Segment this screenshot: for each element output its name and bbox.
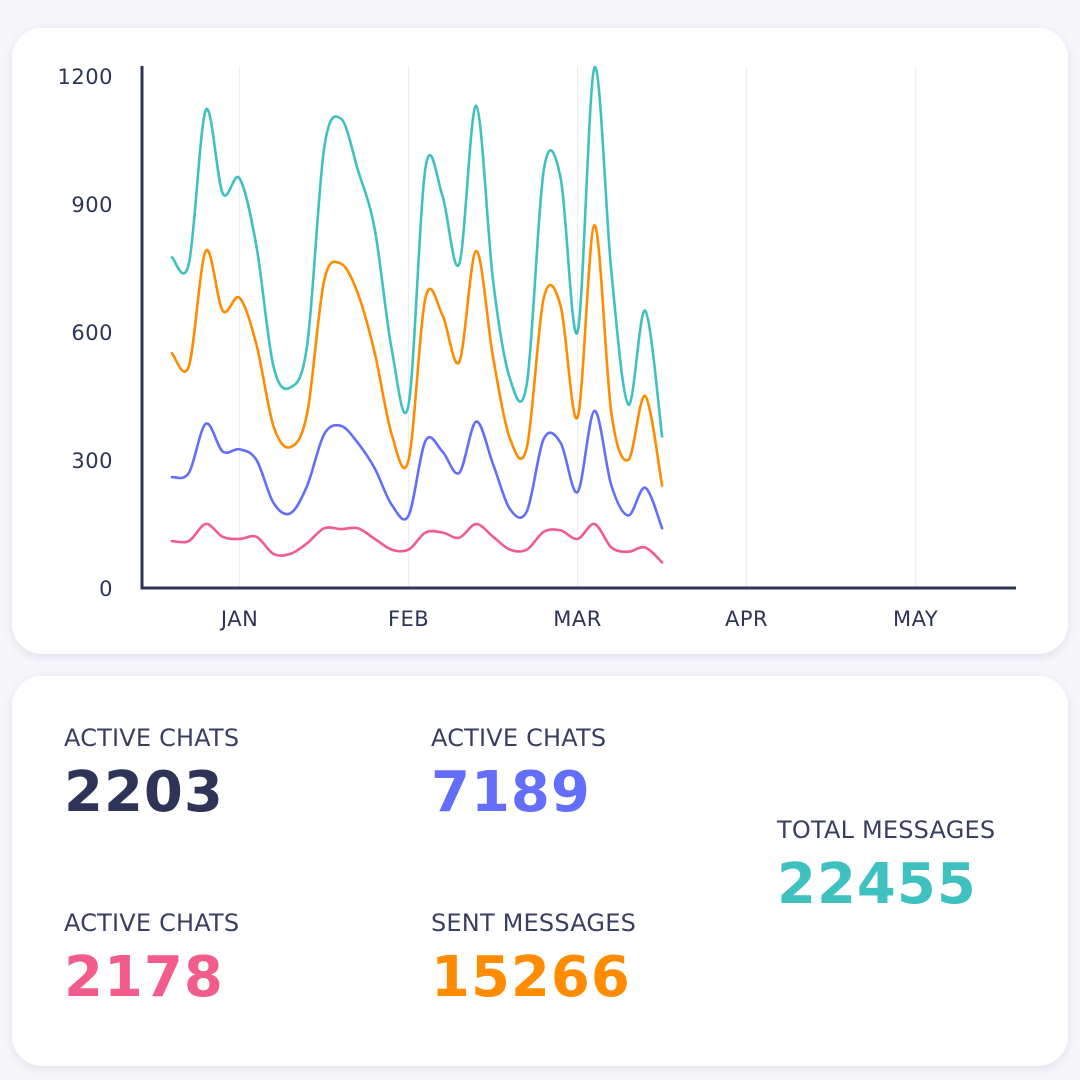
line-chart: 0 300 600 900 1200 JAN FEB MAR APR MAY <box>58 65 1016 631</box>
y-tick-label: 900 <box>71 193 113 217</box>
stat-label: SENT MESSAGES <box>431 909 637 937</box>
stat-label: ACTIVE CHATS <box>64 909 240 937</box>
stat-value: 2178 <box>64 945 224 1010</box>
y-tick-label: 300 <box>71 449 113 473</box>
stat-label: ACTIVE CHATS <box>64 724 240 752</box>
x-tick-label: MAY <box>893 607 938 631</box>
series-line-3 <box>170 409 664 530</box>
stat-active-chats-2: ACTIVE CHATS 7189 <box>431 724 606 825</box>
stats-card: ACTIVE CHATS 2203 ACTIVE CHATS 7189 ACTI… <box>12 676 1068 1066</box>
y-tick-labels: 0 300 600 900 1200 <box>58 65 113 601</box>
stat-label: TOTAL MESSAGES <box>777 816 996 844</box>
stat-value: 15266 <box>431 945 631 1010</box>
x-tick-label: JAN <box>219 607 258 631</box>
stat-label: ACTIVE CHATS <box>431 724 607 752</box>
series-lines <box>170 66 664 564</box>
y-tick-label: 0 <box>99 577 113 601</box>
axes <box>140 66 1016 590</box>
stat-active-chats-1: ACTIVE CHATS 2203 <box>64 724 239 825</box>
stat-value: 2203 <box>64 760 224 825</box>
series-line-4 <box>170 522 664 564</box>
x-tick-label: FEB <box>388 607 429 631</box>
x-tick-labels: JAN FEB MAR APR MAY <box>219 607 938 631</box>
x-tick-label: MAR <box>553 607 602 631</box>
y-tick-label: 1200 <box>58 65 113 89</box>
stat-total-messages: TOTAL MESSAGES 22455 <box>777 816 995 917</box>
stat-active-chats-3: ACTIVE CHATS 2178 <box>64 909 239 1010</box>
series-line-1 <box>170 66 664 438</box>
x-tick-label: APR <box>725 607 768 631</box>
stat-sent-messages: SENT MESSAGES 15266 <box>431 909 636 1010</box>
y-tick-label: 600 <box>71 321 113 345</box>
stat-value: 7189 <box>431 760 591 825</box>
series-line-2 <box>170 223 664 487</box>
stat-value: 22455 <box>777 852 977 917</box>
chart-card: 0 300 600 900 1200 JAN FEB MAR APR MAY <box>12 28 1068 654</box>
